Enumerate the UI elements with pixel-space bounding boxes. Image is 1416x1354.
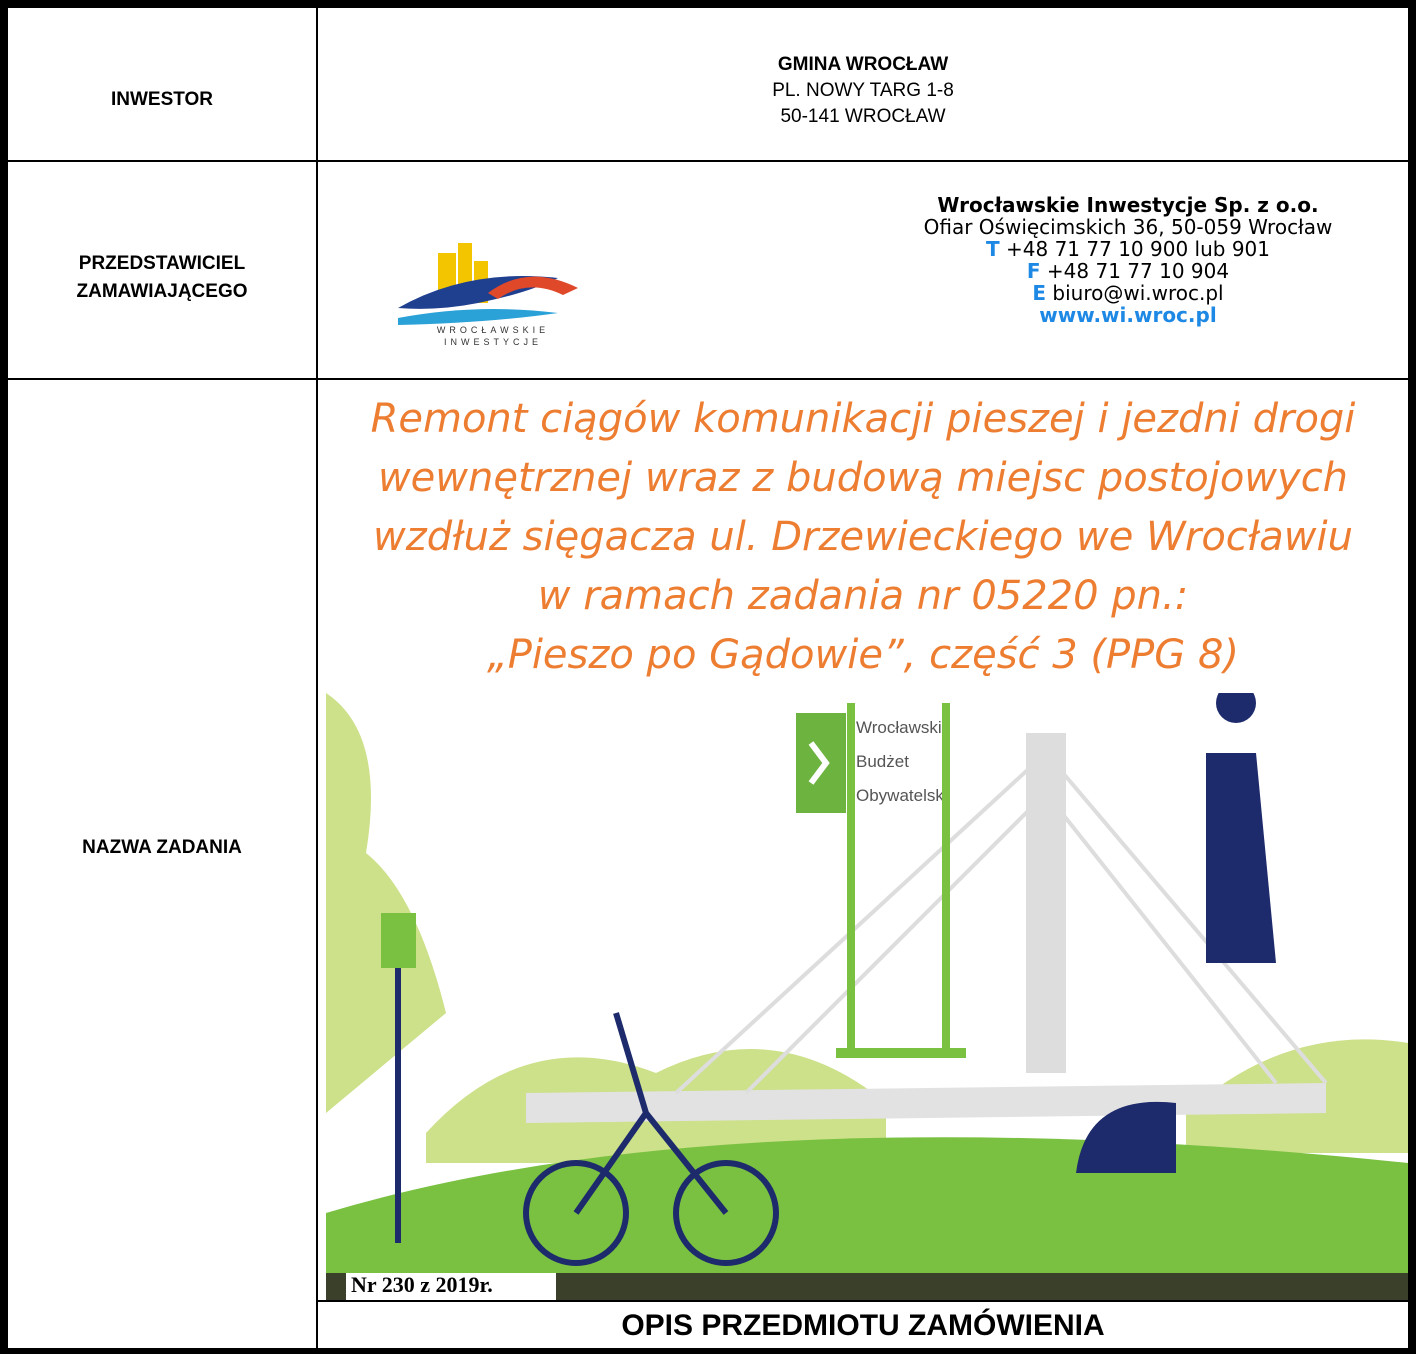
title-line: Remont ciągów komunikacji pieszej i jezd… (370, 396, 1356, 442)
label-line: PRZEDSTAWICIEL (78, 253, 246, 274)
badge-text: Obywatelski (856, 786, 948, 805)
company-name: Wrocławskie Inwestycje Sp. z o.o. (937, 193, 1319, 217)
logo: WROCŁAWSKIE INWESTYCJE (398, 243, 578, 347)
divider (316, 1300, 1408, 1302)
www: www.wi.wroc.pl (1039, 303, 1217, 327)
fax: F +48 71 77 10 904 (848, 260, 1408, 282)
company: Wrocławskie Inwestycje Sp. z o.o. Ofiar … (848, 194, 1408, 326)
label: INWESTOR (110, 89, 214, 110)
investor: GMINA WROCŁAW PL. NOWY TARG 1-8 50-141 W… (318, 52, 1408, 130)
phone-text: +48 71 77 10 900 lub 901 (1006, 237, 1270, 261)
label-line: ZAMAWIAJĄCEGO (76, 281, 248, 302)
prefix: F (1026, 259, 1041, 283)
task-title: Remont ciągów komunikacji pieszej i jezd… (318, 390, 1408, 685)
investor-name: GMINA WROCŁAW (777, 54, 949, 75)
badge-text: Wrocławski (856, 718, 942, 737)
title-line: wzdłuż sięgacza ul. Drzewieckiego we Wro… (373, 514, 1353, 560)
company-address: Ofiar Oświęcimskich 36, 50-059 Wrocław (923, 215, 1333, 239)
illustration: Wrocławski Budżet Obywatelski Nr 230 z 2… (326, 693, 1408, 1300)
number: Nr 230 z 2019r. (351, 1272, 493, 1297)
logo-text: WROCŁAWSKIE (437, 325, 549, 335)
email-text: biuro@wi.wroc.pl (1052, 281, 1224, 305)
investor-city: 50-141 WROCŁAW (780, 106, 946, 127)
badge-text: Budżet (856, 752, 909, 771)
title-line: „Pieszo po Gądowie”, część 3 (PPG 8) (486, 632, 1240, 678)
prefix: E (1032, 281, 1047, 305)
footer: OPIS PRZEDMIOTU ZAMÓWIENIA (621, 1309, 1105, 1342)
prefix: T (986, 237, 1000, 261)
divider (8, 378, 1408, 380)
phone: T +48 71 77 10 900 lub 901 (848, 238, 1408, 260)
title-line: w ramach zadania nr 05220 pn.: (537, 573, 1189, 619)
divider (316, 8, 318, 1348)
logo-text: INWESTYCJE (444, 337, 542, 347)
label: NAZWA ZADANIA (82, 837, 242, 858)
title-line: wewnętrznej wraz z budową miejsc postojo… (377, 455, 1349, 501)
divider (8, 160, 1408, 162)
email: E biuro@wi.wroc.pl (848, 282, 1408, 304)
label: PRZEDSTAWICIEL ZAMAWIAJĄCEGO (8, 250, 316, 306)
investor-address: PL. NOWY TARG 1-8 (772, 80, 954, 101)
fax-text: +48 71 77 10 904 (1046, 259, 1230, 283)
